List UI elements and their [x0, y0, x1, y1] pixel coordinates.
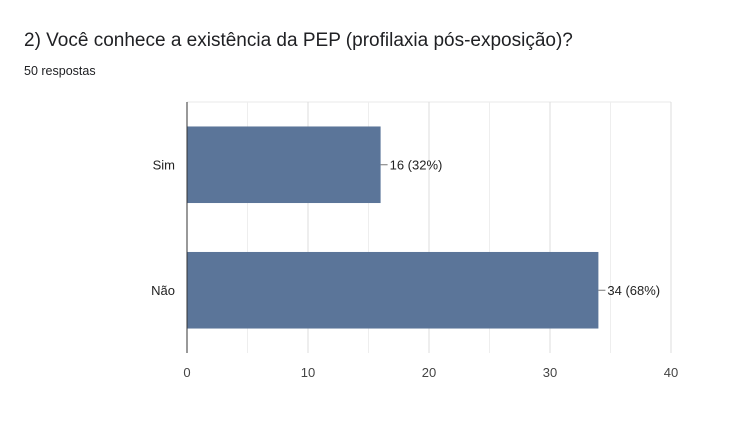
labels: Sim 16 (32%) Não 34 (68%) 0 10 20 30 40	[151, 157, 678, 380]
x-tick-label: 20	[422, 365, 436, 380]
data-label: 16 (32%)	[390, 157, 443, 172]
x-tick-label: 10	[301, 365, 315, 380]
category-label: Não	[151, 283, 175, 298]
x-tick-label: 30	[543, 365, 557, 380]
x-tick-label: 0	[183, 365, 190, 380]
question-title: 2) Você conhece a existência da PEP (pro…	[24, 30, 573, 51]
x-tick-label: 40	[664, 365, 678, 380]
bar-não	[187, 251, 599, 329]
response-count: 50 respostas	[24, 64, 96, 78]
bars	[187, 126, 599, 329]
data-label: 34 (68%)	[607, 283, 660, 298]
category-label: Sim	[153, 157, 175, 172]
bar-sim	[187, 126, 381, 204]
